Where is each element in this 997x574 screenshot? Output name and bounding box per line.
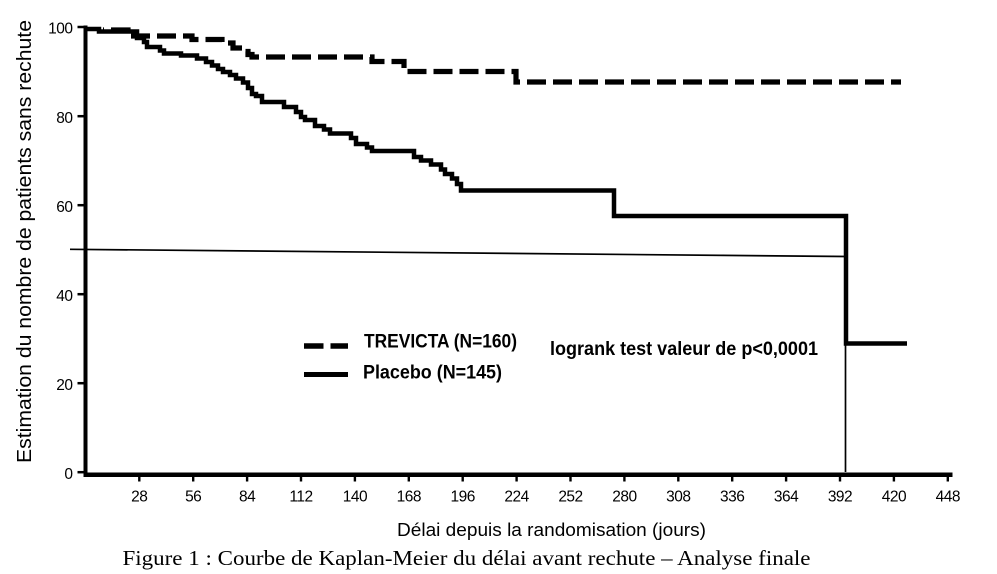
svg-text:20: 20 [56, 377, 73, 394]
svg-text:84: 84 [239, 489, 256, 506]
svg-text:logrank test valeur de p<0,000: logrank test valeur de p<0,0001 [550, 339, 818, 360]
svg-text:112: 112 [289, 489, 312, 506]
svg-text:364: 364 [774, 489, 799, 506]
svg-text:TREVICTA (N=160): TREVICTA (N=160) [364, 332, 517, 353]
svg-text:Placebo (N=145): Placebo (N=145) [363, 363, 502, 384]
svg-text:168: 168 [397, 489, 421, 506]
svg-text:56: 56 [185, 489, 201, 506]
svg-text:Estimation du nombre de patien: Estimation du nombre de patients sans re… [14, 20, 36, 463]
svg-text:336: 336 [720, 489, 744, 506]
svg-text:28: 28 [131, 489, 147, 506]
svg-text:100: 100 [48, 21, 73, 38]
svg-text:224: 224 [504, 489, 529, 506]
svg-text:0: 0 [64, 466, 73, 483]
svg-text:308: 308 [666, 489, 690, 506]
svg-text:Délai depuis la randomisation: Délai depuis la randomisation (jours) [397, 520, 706, 540]
svg-text:392: 392 [828, 489, 852, 506]
svg-text:140: 140 [343, 489, 368, 506]
svg-text:252: 252 [558, 489, 582, 506]
svg-text:60: 60 [56, 199, 73, 216]
svg-text:448: 448 [936, 489, 960, 506]
svg-text:280: 280 [612, 489, 637, 506]
svg-text:Figure 1 : Courbe de Kaplan-Me: Figure 1 : Courbe de Kaplan-Meier du dél… [123, 546, 811, 570]
svg-text:196: 196 [451, 489, 475, 506]
svg-text:40: 40 [56, 288, 73, 305]
svg-text:80: 80 [56, 110, 73, 127]
svg-text:420: 420 [882, 489, 907, 506]
